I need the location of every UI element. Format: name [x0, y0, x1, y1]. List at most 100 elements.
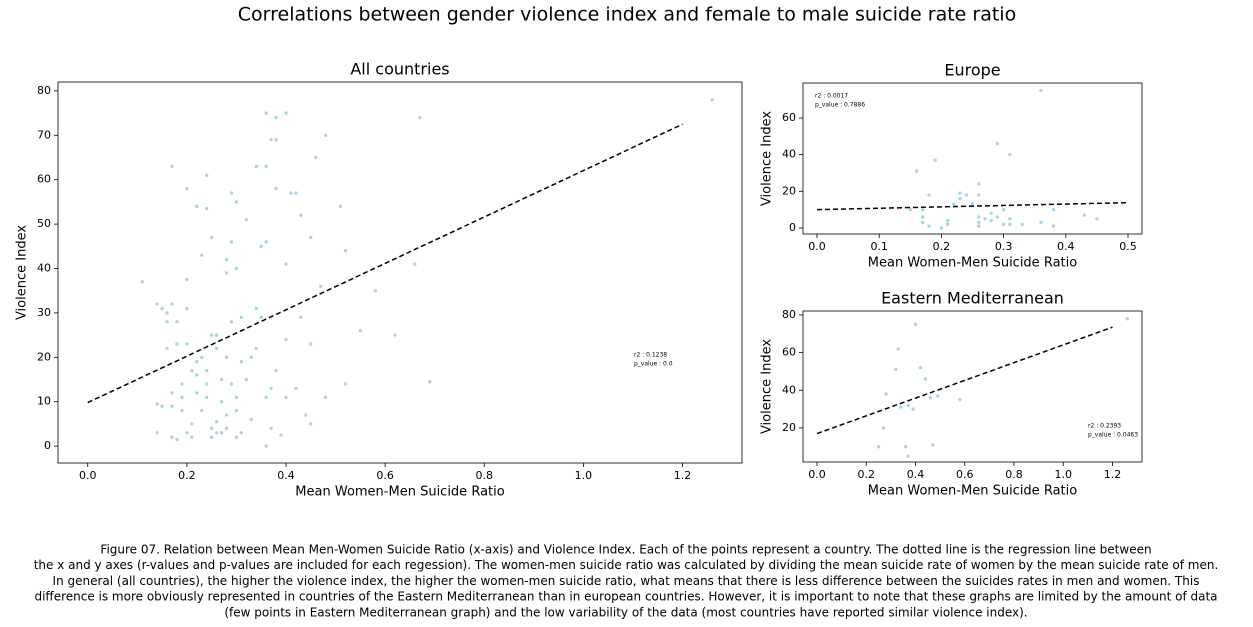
data-point [294, 191, 298, 195]
plot-frame [57, 81, 743, 464]
caption-line: In general (all countries), the higher t… [53, 574, 1200, 588]
data-point [977, 193, 981, 197]
data-point [170, 164, 174, 169]
data-point [224, 413, 229, 417]
plot-frame [802, 310, 1143, 463]
data-point [1020, 222, 1024, 226]
data-point [264, 164, 268, 169]
data-point [160, 306, 164, 311]
data-point [249, 355, 254, 360]
data-point [279, 433, 283, 437]
data-point [214, 346, 219, 351]
data-point [170, 435, 174, 439]
data-point [958, 196, 962, 201]
data-point [428, 380, 432, 384]
data-point [195, 360, 199, 364]
x-tick-label: 0.2 [933, 240, 951, 253]
data-point [284, 337, 288, 342]
data-point [219, 400, 224, 404]
data-point [894, 367, 898, 372]
data-point [911, 407, 915, 411]
data-point [927, 224, 931, 228]
data-point [165, 346, 169, 351]
x-tick-label: 0.2 [858, 468, 876, 481]
x-tick-label: 1.2 [1104, 468, 1122, 481]
x-tick-label: 0.8 [1005, 468, 1023, 481]
data-point [970, 202, 975, 206]
y-tick-label: 60 [37, 173, 51, 186]
figure-title: Correlations between gender violence ind… [238, 4, 1016, 26]
data-point [921, 220, 925, 225]
annotation: p_value : 0.0 [634, 361, 673, 368]
data-point [1001, 222, 1006, 226]
data-point [175, 342, 179, 346]
data-point [274, 186, 278, 191]
data-point [899, 405, 903, 409]
data-point [264, 111, 268, 115]
caption-line: (few points in Eastern Mediterranean gra… [224, 605, 1027, 619]
y-tick-label: 0 [44, 439, 51, 452]
data-point [200, 253, 204, 257]
data-point [933, 158, 937, 162]
y-axis-label: Violence Index [760, 339, 775, 434]
data-point [931, 443, 935, 447]
data-point [249, 417, 254, 422]
data-point [209, 333, 214, 337]
caption-line: the x and y axes (r-values and p-values … [34, 558, 1219, 572]
data-point [343, 382, 348, 386]
data-point [1039, 220, 1043, 225]
data-point [289, 191, 293, 195]
data-point [913, 322, 918, 327]
x-tick-label: 1.0 [1054, 468, 1072, 481]
data-point [1082, 213, 1087, 217]
x-tick-label: 0.3 [995, 240, 1013, 253]
data-point [229, 320, 234, 324]
x-tick-label: 0.0 [808, 468, 826, 481]
data-point [884, 392, 888, 396]
y-tick-label: 10 [37, 395, 51, 408]
data-point [209, 235, 214, 240]
data-point [269, 386, 273, 391]
y-tick-label: 20 [782, 184, 796, 197]
data-point [239, 315, 244, 320]
data-point [234, 200, 239, 204]
y-tick-label: 30 [37, 306, 51, 319]
y-tick-label: 60 [782, 346, 796, 359]
data-point [323, 133, 328, 137]
data-point [175, 437, 179, 442]
data-point [343, 249, 348, 253]
data-point [323, 395, 328, 399]
data-point [977, 224, 981, 228]
data-point [170, 404, 174, 408]
data-point [977, 215, 981, 219]
data-point [958, 191, 962, 195]
data-point [896, 347, 900, 351]
data-point [165, 320, 169, 324]
data-point [239, 431, 244, 435]
x-tick-label: 0.2 [178, 469, 196, 482]
data-point [234, 266, 239, 271]
data-point [358, 328, 363, 333]
data-point [195, 204, 199, 209]
data-point [185, 306, 189, 311]
data-point [264, 240, 268, 244]
data-point [200, 408, 204, 413]
data-point [185, 186, 189, 191]
data-point [906, 454, 910, 458]
data-point [190, 368, 194, 373]
data-point [393, 333, 397, 337]
data-point [935, 394, 940, 398]
data-point [195, 373, 199, 377]
data-point [995, 215, 1000, 219]
regression-line [816, 326, 1113, 435]
caption-line: Figure 07. Relation between Mean Men-Wom… [100, 543, 1151, 557]
data-point [299, 213, 303, 217]
x-tick-label: 0.0 [808, 240, 826, 253]
data-point [309, 342, 313, 346]
data-point [284, 262, 288, 266]
data-point [269, 426, 273, 431]
data-point [214, 333, 219, 337]
data-point [170, 391, 174, 395]
y-tick-label: 80 [782, 308, 796, 321]
